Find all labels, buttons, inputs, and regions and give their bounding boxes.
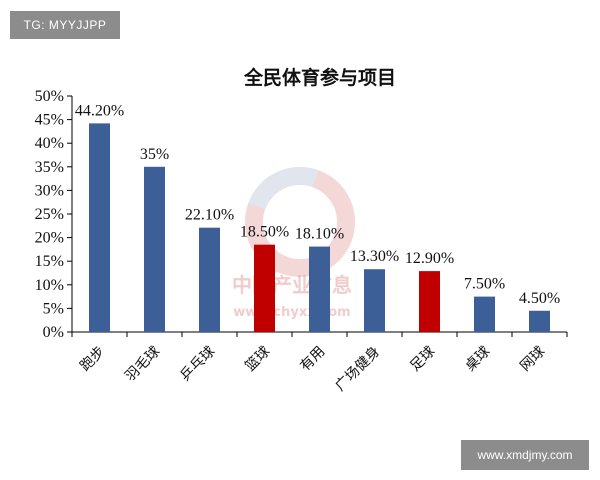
- y-tick-label: 45%: [35, 112, 64, 129]
- data-label: 22.10%: [185, 207, 234, 224]
- category-label: 羽毛球: [122, 344, 163, 385]
- bar: [254, 244, 275, 332]
- y-tick-label: 5%: [43, 300, 64, 317]
- y-tick-label: 30%: [35, 182, 64, 199]
- category-label-group: 跑步 羽毛球 乒乓球 篮球 有用 广场健身 足球 桌球 网球: [77, 344, 548, 395]
- y-tick-label: 50%: [35, 88, 64, 105]
- category-label: 有用: [297, 344, 328, 375]
- website-badge: www.xmdjmy.com: [461, 440, 589, 470]
- y-tick-label: 10%: [35, 277, 64, 294]
- watermark-logo: [245, 167, 355, 277]
- bar: [309, 246, 330, 332]
- watermark-url: www.chyxx.com: [233, 305, 350, 320]
- data-label: 35%: [140, 146, 169, 163]
- bar: [89, 123, 110, 332]
- bar: [144, 166, 165, 332]
- category-label: 乒乓球: [177, 344, 218, 385]
- bar: [419, 271, 440, 332]
- data-label-group: 44.20% 35% 22.10% 18.50% 18.10% 13.30% 12.90% 7…: [75, 102, 560, 306]
- category-label: 广场健身: [332, 344, 383, 395]
- bar: [364, 269, 385, 332]
- axes: 0% 5% 10% 15% 20% 25% 30% 35% 40% 45% 50%: [35, 88, 568, 341]
- y-tick-label: 0%: [43, 324, 64, 341]
- tag-badge: TG: MYYJJPP: [10, 11, 120, 39]
- data-label: 12.90%: [405, 250, 454, 267]
- data-label: 13.30%: [350, 248, 399, 265]
- category-label: 足球: [407, 344, 438, 375]
- category-label: 桌球: [462, 344, 493, 375]
- y-tick-label: 15%: [35, 253, 64, 270]
- data-label: 18.50%: [240, 224, 289, 241]
- bar-group: [89, 123, 550, 332]
- bar: [474, 296, 495, 332]
- watermark-text: 中国产业信息: [232, 273, 352, 297]
- y-tick-label: 35%: [35, 159, 64, 176]
- y-tick-label: 20%: [35, 230, 64, 247]
- data-label: 18.10%: [295, 226, 344, 243]
- category-label: 网球: [517, 344, 548, 375]
- data-label: 4.50%: [519, 290, 560, 307]
- chart-title: 全民体育参与项目: [243, 66, 396, 89]
- bar: [199, 227, 220, 332]
- y-tick-label: 40%: [35, 135, 64, 152]
- data-label: 44.20%: [75, 102, 124, 119]
- category-label: 跑步: [77, 344, 108, 375]
- data-label: 7.50%: [464, 276, 505, 293]
- y-tick-label: 25%: [35, 206, 64, 223]
- category-label: 篮球: [242, 344, 273, 375]
- bar: [529, 310, 550, 332]
